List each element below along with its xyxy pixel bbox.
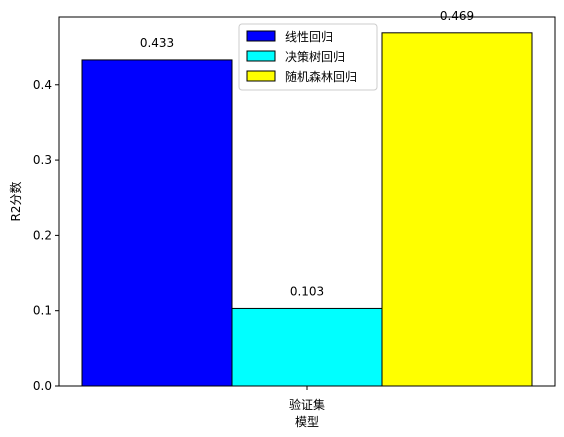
legend-label-0: 线性回归	[285, 30, 333, 44]
bars-group	[81, 32, 533, 387]
y-tick-label-0: 0.0	[33, 379, 52, 393]
bar-value-label-0: 0.433	[140, 36, 174, 50]
y-axis-label: R2分数	[8, 182, 23, 222]
bar-labels-group: 0.433 0.103 0.469	[140, 9, 474, 299]
y-tick-label-4: 0.4	[33, 78, 52, 92]
x-axis-label: 模型	[295, 415, 319, 429]
legend-swatch-0	[246, 30, 276, 42]
y-tick-label-3: 0.3	[33, 153, 52, 167]
legend-label-2: 随机森林回归	[285, 69, 357, 84]
legend-swatch-2	[246, 70, 276, 82]
y-ticks-group: 0.0 0.1 0.2 0.3 0.4	[33, 78, 59, 393]
x-ticks-group: 验证集	[289, 386, 325, 412]
legend-swatch-1	[246, 50, 276, 62]
bar-series-2	[381, 32, 533, 387]
bar-series-0	[81, 59, 233, 387]
x-tick-label-0: 验证集	[289, 397, 325, 412]
bar-value-label-2: 0.469	[440, 9, 474, 23]
y-tick-label-2: 0.2	[33, 228, 52, 242]
y-tick-label-1: 0.1	[33, 304, 52, 318]
bar-series-1	[231, 307, 383, 387]
legend-label-1: 决策树回归	[285, 49, 345, 64]
bar-value-label-1: 0.103	[290, 284, 324, 298]
